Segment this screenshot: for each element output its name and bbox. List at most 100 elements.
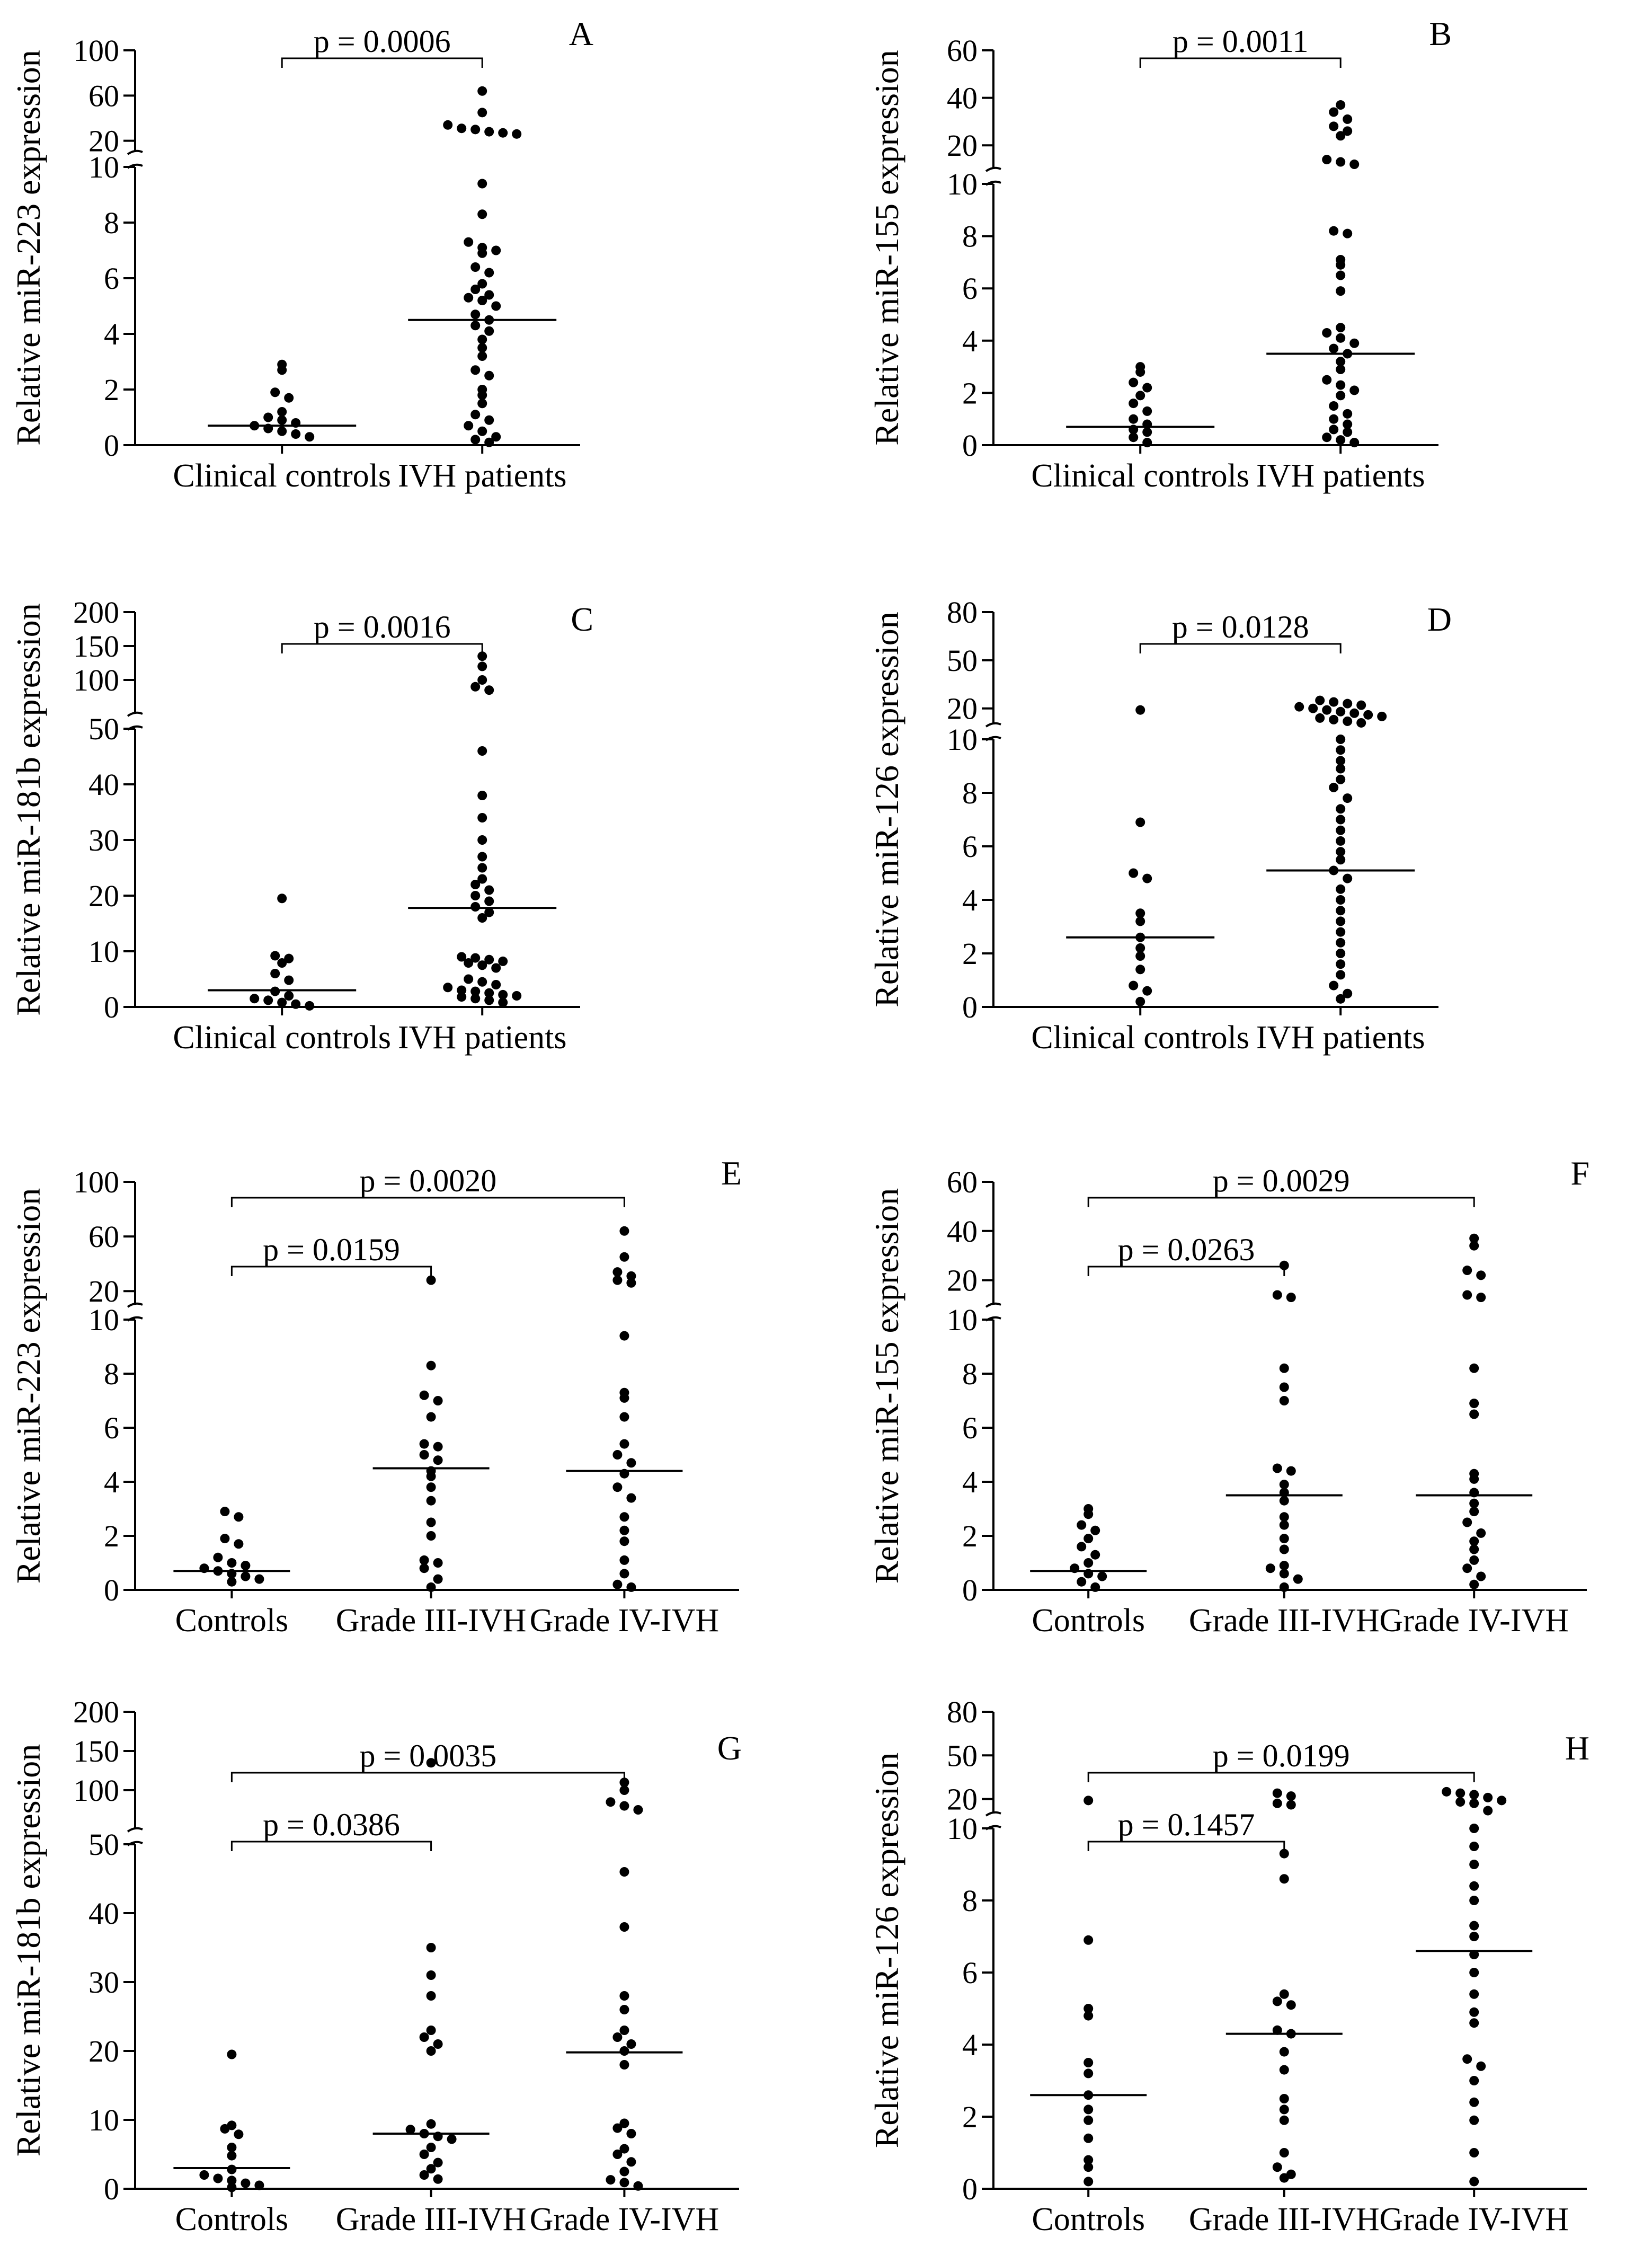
- y-tick-label: 60: [88, 1219, 119, 1254]
- y-tick-label: 80: [947, 1695, 978, 1729]
- data-point: [1469, 1498, 1479, 1508]
- significance-bracket: [1139, 57, 1342, 68]
- y-tick-label: 0: [962, 428, 978, 463]
- data-point: [477, 852, 487, 862]
- data-point: [277, 958, 287, 968]
- data-point: [1336, 756, 1346, 766]
- data-point: [1083, 1796, 1094, 1806]
- significance-bracket: [230, 1266, 432, 1276]
- data-point: [426, 1360, 436, 1370]
- data-point: [1322, 432, 1332, 443]
- data-point: [470, 365, 481, 375]
- significance-bracket: [1139, 643, 1342, 653]
- data-point: [1286, 2000, 1296, 2010]
- data-point: [1279, 2047, 1289, 2057]
- y-tick-label: 2: [104, 1519, 119, 1553]
- data-point: [1476, 1571, 1486, 1581]
- data-point: [1469, 2018, 1479, 2028]
- data-point: [443, 120, 453, 130]
- data-point: [457, 985, 467, 995]
- data-point: [484, 988, 494, 998]
- data-point: [227, 1577, 237, 1587]
- data-point: [1476, 1528, 1486, 1538]
- data-point: [1469, 1233, 1479, 1243]
- y-axis-label: Relative miR-155 expression: [868, 1188, 905, 1584]
- p-value-label: p = 0.0029: [1213, 1163, 1350, 1198]
- data-point: [498, 128, 508, 138]
- axis-break-mark: [127, 711, 143, 731]
- data-point: [426, 1517, 436, 1527]
- data-point: [477, 343, 487, 353]
- data-point: [626, 2157, 636, 2167]
- y-tick-label: 6: [962, 1411, 978, 1445]
- y-tick-label: 0: [962, 1573, 978, 1607]
- data-point: [1336, 949, 1346, 958]
- y-tick-label: 10: [947, 1811, 978, 1846]
- data-point: [1336, 323, 1346, 333]
- data-point: [1322, 155, 1332, 165]
- x-tick-label: Controls: [1032, 2201, 1145, 2238]
- data-point: [619, 1569, 629, 1579]
- data-point: [1142, 406, 1152, 416]
- data-point: [227, 2176, 237, 2186]
- data-point: [220, 1534, 230, 1544]
- data-point: [1083, 2162, 1094, 2172]
- data-point: [1469, 1363, 1479, 1373]
- data-point: [284, 991, 294, 1001]
- data-point: [619, 1922, 629, 1932]
- x-tick-label: Grade III-IVH: [336, 2201, 527, 2238]
- data-point: [484, 896, 494, 906]
- data-point: [1336, 994, 1346, 1004]
- y-tick-label: 2: [962, 1519, 978, 1553]
- y-tick-label: 20: [947, 692, 978, 726]
- data-point: [484, 127, 494, 137]
- data-point: [1090, 1550, 1100, 1560]
- data-point: [1336, 286, 1346, 296]
- data-point: [426, 1531, 436, 1541]
- data-point: [1129, 980, 1139, 991]
- data-point: [477, 209, 487, 219]
- data-point: [1135, 996, 1145, 1006]
- data-point: [426, 2046, 436, 2056]
- data-point: [1455, 1788, 1466, 1798]
- data-point: [612, 1275, 623, 1285]
- data-point: [484, 885, 494, 895]
- data-point: [1272, 1996, 1282, 2006]
- data-point: [1343, 126, 1353, 136]
- data-point: [263, 995, 273, 1005]
- data-point: [426, 2026, 436, 2035]
- data-point: [227, 2049, 237, 2059]
- data-point: [1279, 1480, 1289, 1490]
- data-point: [477, 296, 487, 305]
- x-tick-label: Grade III-IVH: [336, 1603, 527, 1639]
- data-point: [419, 2032, 429, 2042]
- data-point: [612, 1482, 623, 1492]
- data-point: [1272, 1788, 1282, 1798]
- p-value-label: p = 0.0016: [314, 609, 451, 644]
- data-point: [1135, 367, 1145, 377]
- y-axis-label: Relative miR-126 expression: [868, 1753, 905, 2148]
- data-point: [1129, 377, 1139, 387]
- data-point: [1083, 1935, 1094, 1945]
- data-point: [477, 661, 487, 671]
- data-point: [1135, 965, 1145, 975]
- data-point: [1377, 711, 1387, 721]
- data-point: [1469, 1790, 1479, 1800]
- data-point: [1336, 357, 1346, 367]
- x-tick-label: IVH patients: [1256, 458, 1425, 494]
- data-point: [1329, 226, 1339, 236]
- data-point: [1279, 2065, 1289, 2075]
- panel-letter: E: [721, 1154, 742, 1192]
- panel-letter: G: [717, 1729, 742, 1767]
- data-point: [1135, 916, 1145, 926]
- data-point: [277, 415, 287, 425]
- data-point: [1329, 121, 1339, 131]
- x-tick-label: Clinical controls: [1031, 1020, 1249, 1056]
- y-tick-label: 200: [73, 1695, 119, 1729]
- data-point: [1469, 1932, 1479, 1941]
- data-point: [1343, 409, 1353, 419]
- data-point: [1135, 908, 1145, 918]
- data-point: [619, 1778, 629, 1788]
- data-point: [1336, 916, 1346, 926]
